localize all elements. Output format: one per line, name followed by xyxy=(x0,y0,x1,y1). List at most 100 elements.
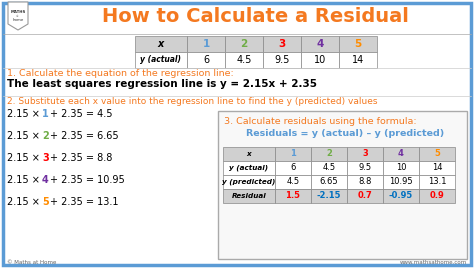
Text: 0.7: 0.7 xyxy=(357,192,373,200)
Text: + 2.35 = 13.1: + 2.35 = 13.1 xyxy=(50,197,118,207)
Text: 6: 6 xyxy=(290,163,296,173)
Bar xyxy=(311,175,347,189)
Bar xyxy=(339,36,377,52)
Text: y (actual): y (actual) xyxy=(140,55,182,65)
Bar xyxy=(347,161,383,175)
Text: home: home xyxy=(12,18,24,22)
Text: 5: 5 xyxy=(434,150,440,158)
Text: 3: 3 xyxy=(42,153,49,163)
FancyBboxPatch shape xyxy=(3,3,471,265)
Text: + 2.35 = 8.8: + 2.35 = 8.8 xyxy=(50,153,112,163)
Text: 2.15 ×: 2.15 × xyxy=(7,131,43,141)
Text: 0.9: 0.9 xyxy=(429,192,444,200)
Bar xyxy=(187,52,225,68)
Text: How to Calculate a Residual: How to Calculate a Residual xyxy=(101,6,409,25)
Bar xyxy=(339,52,377,68)
Text: 9.5: 9.5 xyxy=(274,55,290,65)
Text: 9.5: 9.5 xyxy=(358,163,372,173)
Bar xyxy=(383,189,419,203)
Text: 8.8: 8.8 xyxy=(358,177,372,187)
Bar xyxy=(347,175,383,189)
Text: 4: 4 xyxy=(316,39,324,49)
Text: 4: 4 xyxy=(42,175,49,185)
Text: + 2.35 = 10.95: + 2.35 = 10.95 xyxy=(50,175,125,185)
Text: 2.15 ×: 2.15 × xyxy=(7,153,43,163)
Bar xyxy=(383,161,419,175)
Text: 10: 10 xyxy=(396,163,406,173)
Bar xyxy=(135,36,187,52)
Text: 4.5: 4.5 xyxy=(322,163,336,173)
Bar xyxy=(187,36,225,52)
Text: 2: 2 xyxy=(42,131,49,141)
Text: 10: 10 xyxy=(314,55,326,65)
Text: 14: 14 xyxy=(352,55,364,65)
Text: The least squares regression line is y = 2.15x + 2.35: The least squares regression line is y =… xyxy=(7,79,317,89)
Bar xyxy=(275,189,311,203)
Bar xyxy=(275,147,311,161)
Bar xyxy=(419,175,455,189)
Bar xyxy=(223,161,275,175)
Text: 5: 5 xyxy=(355,39,362,49)
Text: 1: 1 xyxy=(202,39,210,49)
Text: -2.15: -2.15 xyxy=(317,192,341,200)
Text: Residual: Residual xyxy=(232,193,266,199)
Text: 3: 3 xyxy=(278,39,286,49)
Text: 2: 2 xyxy=(326,150,332,158)
Text: 13.1: 13.1 xyxy=(428,177,446,187)
Bar xyxy=(225,36,263,52)
Bar xyxy=(223,189,275,203)
Text: 14: 14 xyxy=(432,163,442,173)
Bar xyxy=(311,189,347,203)
Bar xyxy=(347,189,383,203)
Bar xyxy=(347,147,383,161)
Bar xyxy=(275,161,311,175)
Text: x: x xyxy=(246,151,251,157)
Text: 6: 6 xyxy=(203,55,209,65)
Bar xyxy=(419,147,455,161)
Text: Residuals = y (actual) – y (predicted): Residuals = y (actual) – y (predicted) xyxy=(246,129,444,139)
Text: 3. Calculate residuals using the formula:: 3. Calculate residuals using the formula… xyxy=(224,117,417,125)
Text: 1: 1 xyxy=(42,109,49,119)
Bar xyxy=(223,147,275,161)
Text: 3: 3 xyxy=(362,150,368,158)
Text: 5: 5 xyxy=(42,197,49,207)
Text: + 2.35 = 4.5: + 2.35 = 4.5 xyxy=(50,109,112,119)
Text: 2. Substitute each x value into the regression line to find the y (predicted) va: 2. Substitute each x value into the regr… xyxy=(7,98,377,106)
Bar xyxy=(135,52,187,68)
Bar xyxy=(263,36,301,52)
Polygon shape xyxy=(8,2,28,30)
Bar xyxy=(419,161,455,175)
Text: 2.15 ×: 2.15 × xyxy=(7,109,43,119)
Text: 4: 4 xyxy=(398,150,404,158)
Text: © Maths at Home: © Maths at Home xyxy=(7,260,56,266)
Text: 1. Calculate the equation of the regression line:: 1. Calculate the equation of the regress… xyxy=(7,69,234,79)
Bar xyxy=(275,175,311,189)
Text: x: x xyxy=(158,39,164,49)
Text: 4.5: 4.5 xyxy=(237,55,252,65)
FancyBboxPatch shape xyxy=(218,111,467,259)
Text: -0.95: -0.95 xyxy=(389,192,413,200)
Bar xyxy=(311,161,347,175)
Text: www.mathsathome.com: www.mathsathome.com xyxy=(400,260,467,266)
Text: + 2.35 = 6.65: + 2.35 = 6.65 xyxy=(50,131,118,141)
Bar xyxy=(225,52,263,68)
Text: 2.15 ×: 2.15 × xyxy=(7,197,43,207)
Text: 4.5: 4.5 xyxy=(286,177,300,187)
Text: 1: 1 xyxy=(290,150,296,158)
Text: 1.5: 1.5 xyxy=(285,192,301,200)
Text: at: at xyxy=(16,14,20,18)
Text: 6.65: 6.65 xyxy=(319,177,338,187)
Text: MATHS: MATHS xyxy=(10,10,26,14)
Text: 10.95: 10.95 xyxy=(389,177,413,187)
Bar xyxy=(311,147,347,161)
Bar xyxy=(223,175,275,189)
Bar xyxy=(419,189,455,203)
Bar xyxy=(263,52,301,68)
Bar xyxy=(383,175,419,189)
Text: y (predicted): y (predicted) xyxy=(222,179,276,185)
Bar xyxy=(301,36,339,52)
Bar xyxy=(383,147,419,161)
Text: 2.15 ×: 2.15 × xyxy=(7,175,43,185)
Text: 2: 2 xyxy=(240,39,247,49)
Text: y (actual): y (actual) xyxy=(229,165,269,171)
